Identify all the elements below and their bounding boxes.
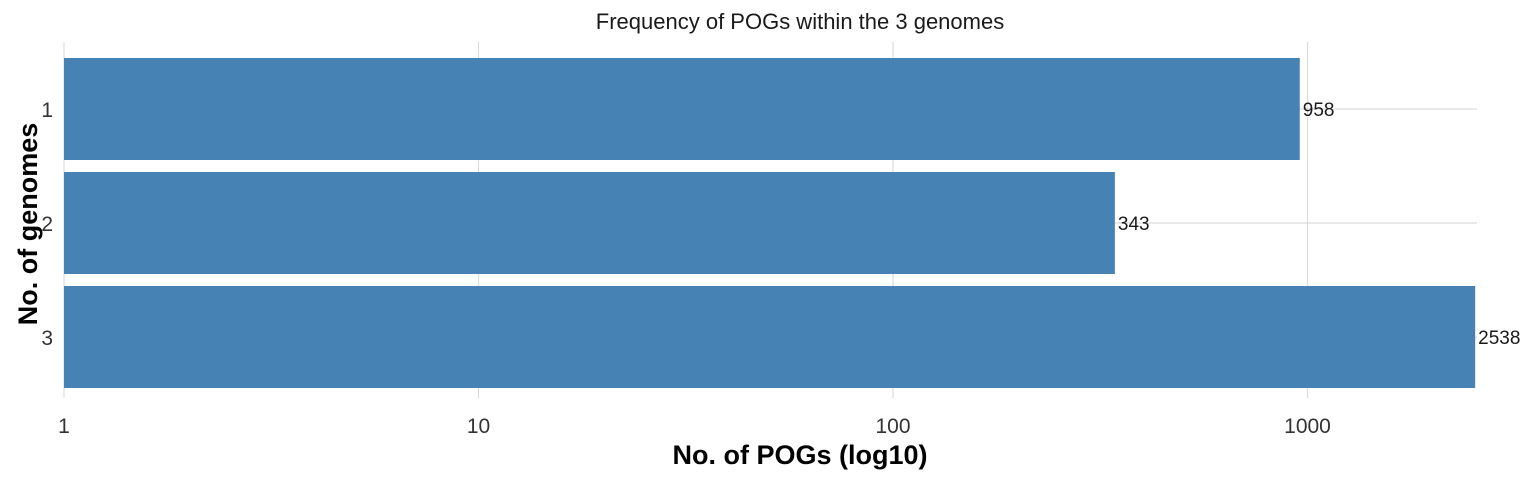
x-tick-label-100: 100	[875, 415, 910, 438]
y-tick-label-2: 2	[41, 213, 53, 236]
bars	[64, 58, 1476, 388]
data-label-3: 2538	[1478, 328, 1520, 349]
y-axis-ticks: 1 2 3	[41, 99, 53, 350]
chart-title: Frequency of POGs within the 3 genomes	[596, 9, 1004, 34]
x-axis-title: No. of POGs (log10)	[672, 440, 927, 470]
data-labels: 958 343 2538	[1118, 100, 1521, 349]
y-tick-label-1: 1	[41, 99, 53, 122]
bar-1	[64, 58, 1300, 160]
x-tick-label-1: 1	[58, 415, 70, 438]
y-tick-label-3: 3	[41, 327, 53, 350]
data-label-2: 343	[1118, 214, 1150, 235]
y-axis-title: No. of genomes	[13, 123, 43, 326]
x-tick-label-10: 10	[467, 415, 490, 438]
data-label-1: 958	[1303, 100, 1335, 121]
x-tick-label-1000: 1000	[1284, 415, 1331, 438]
bar-2	[64, 172, 1115, 274]
bar-3	[64, 286, 1476, 388]
x-axis-ticks: 1 10 100 1000	[58, 415, 1331, 438]
